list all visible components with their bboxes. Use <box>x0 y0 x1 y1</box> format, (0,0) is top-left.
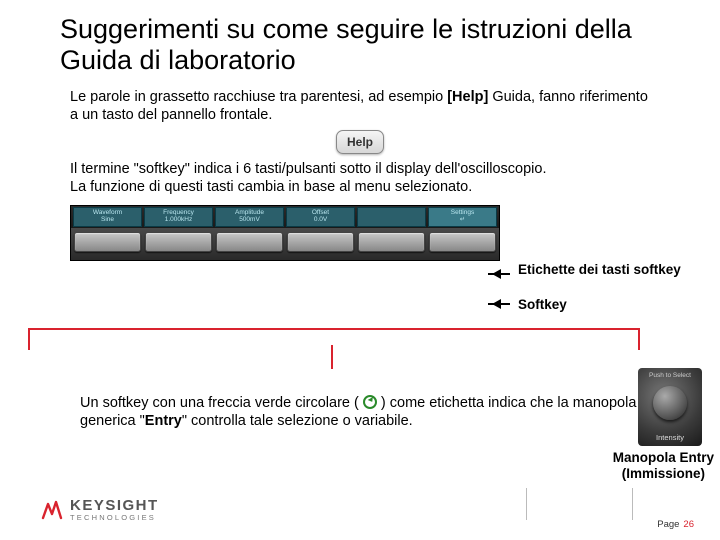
softkey-button <box>358 232 425 252</box>
logo-text: KEYSIGHT TECHNOLOGIES <box>70 498 159 522</box>
para-frontpanel: Le parole in grassetto racchiuse tra par… <box>70 88 650 124</box>
knob-icon <box>653 386 687 420</box>
knob-bottom-text: Intensity <box>638 433 702 442</box>
separator <box>526 488 527 520</box>
softkey-button <box>145 232 212 252</box>
page-label: Page <box>657 519 679 530</box>
knob-top-text: Push to Select <box>638 372 702 379</box>
red-divider <box>638 328 640 350</box>
green-arrow-icon <box>363 395 377 409</box>
label-softkey-labels: Etichette dei tasti softkey <box>518 263 681 278</box>
softkey-button <box>74 232 141 252</box>
slide-title: Suggerimenti su come seguire le istruzio… <box>60 14 660 76</box>
page-number: Page 26 <box>657 519 694 530</box>
logo-mark-icon <box>40 498 64 522</box>
red-divider <box>28 328 640 330</box>
lcd-cell: Offset0.0V <box>286 207 355 227</box>
lcd-cell <box>357 207 426 227</box>
arrow-icon <box>488 303 510 305</box>
help-button-illustration: Help <box>60 130 660 154</box>
logo-name: KEYSIGHT <box>70 498 159 513</box>
lcd-label-row: WaveformSine Frequency1.000kHz Amplitude… <box>71 206 499 228</box>
softkey-row <box>71 228 499 260</box>
para-entry-knob: Un softkey con una freccia verde circola… <box>80 394 640 430</box>
scope-panel: WaveformSine Frequency1.000kHz Amplitude… <box>70 205 500 261</box>
text: Un softkey con una freccia verde circola… <box>80 395 363 411</box>
page-value: 26 <box>683 519 694 530</box>
red-divider <box>331 345 333 369</box>
text: Il termine "softkey" indica i 6 tasti/pu… <box>70 161 546 177</box>
logo-sub: TECHNOLOGIES <box>70 514 159 522</box>
lcd-cell: Frequency1.000kHz <box>144 207 213 227</box>
lcd-cell: Amplitude500mV <box>215 207 284 227</box>
text: La funzione di questi tasti cambia in ba… <box>70 179 472 195</box>
red-divider <box>28 328 30 350</box>
help-bracket: [Help] <box>447 89 488 105</box>
softkey-button <box>429 232 496 252</box>
arrow-icon <box>488 273 510 275</box>
softkey-button <box>216 232 283 252</box>
lcd-cell: WaveformSine <box>73 207 142 227</box>
entry-bold: Entry <box>145 413 182 429</box>
entry-knob-illustration: Push to Select Intensity <box>638 368 702 446</box>
knob-caption: Manopola Entry(Immissione) <box>613 450 714 481</box>
help-button: Help <box>336 130 384 154</box>
para-softkey-def: Il termine "softkey" indica i 6 tasti/pu… <box>70 160 650 196</box>
separator <box>632 488 633 520</box>
softkey-button <box>287 232 354 252</box>
lcd-cell: Settings↵ <box>428 207 497 227</box>
text: " controlla tale selezione o variabile. <box>182 413 413 429</box>
keysight-logo: KEYSIGHT TECHNOLOGIES <box>40 498 159 522</box>
text: Le parole in grassetto racchiuse tra par… <box>70 89 447 105</box>
label-softkey: Softkey <box>518 298 567 313</box>
